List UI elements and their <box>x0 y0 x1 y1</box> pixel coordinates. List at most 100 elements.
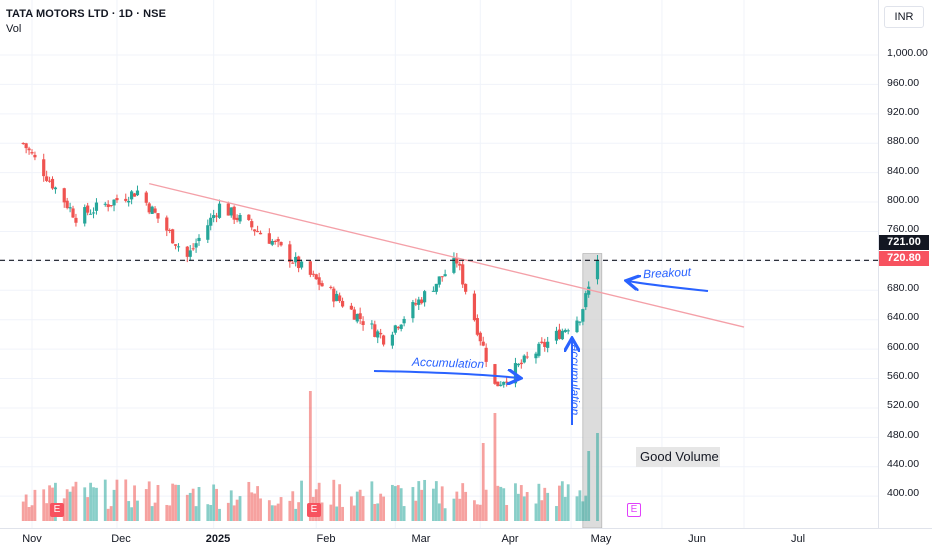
breakout-label: Breakout <box>642 264 692 282</box>
candle-body <box>314 274 318 280</box>
candle-body <box>226 203 230 216</box>
candle-body <box>390 334 394 346</box>
chart-area[interactable] <box>0 0 878 528</box>
volume-bar <box>144 489 148 521</box>
volume-bar <box>373 503 377 521</box>
volume-bar <box>197 487 201 521</box>
volume-bar <box>171 483 175 521</box>
volume-bar <box>414 500 418 521</box>
candle-body <box>308 261 312 275</box>
volume-bar <box>150 506 154 521</box>
volume-bar <box>390 484 394 521</box>
last-price-badge: 721.00 <box>879 235 929 250</box>
volume-bar <box>475 504 479 521</box>
volume-bar <box>294 508 298 521</box>
volume-bar <box>247 481 251 521</box>
candle-body <box>481 341 485 346</box>
volume-bar <box>226 502 230 521</box>
candle-body <box>209 217 213 226</box>
candle-body <box>68 207 72 209</box>
candle-body <box>53 187 58 190</box>
volume-bar <box>335 506 339 521</box>
volume-bar <box>259 498 262 521</box>
volume-bar <box>440 486 444 521</box>
candle-body <box>153 208 157 213</box>
volume-bar <box>24 494 28 521</box>
price-tick: 560.00 <box>887 370 920 382</box>
candle-body <box>235 217 239 220</box>
candle-body <box>437 276 441 285</box>
volume-bar <box>534 503 538 521</box>
candle-body <box>147 203 151 213</box>
candle-body <box>270 240 274 245</box>
candle-body <box>94 202 99 211</box>
candle-body <box>188 250 192 257</box>
volume-bar <box>86 497 90 521</box>
volume-bar <box>279 497 283 521</box>
volume-bar <box>300 480 303 521</box>
volume-bar <box>273 505 277 521</box>
volume-bar <box>235 499 239 521</box>
candle-body <box>493 364 497 384</box>
volume-bar <box>177 484 180 521</box>
volume-bar <box>522 496 526 521</box>
candle-body <box>156 213 160 219</box>
symbol-title[interactable]: TATA MOTORS LTD · 1D · NSE <box>6 8 167 20</box>
volume-bar <box>464 491 468 521</box>
candle-body <box>478 332 482 342</box>
volume-bar <box>103 479 107 521</box>
volume-bar <box>147 481 151 521</box>
candle-body <box>256 231 260 233</box>
candle-body <box>411 302 415 319</box>
volume-bar <box>83 487 87 521</box>
candle-body <box>393 325 397 333</box>
candle-body <box>311 273 315 275</box>
time-label: Mar <box>411 533 431 545</box>
candle-body <box>379 332 383 335</box>
volume-bar <box>68 491 72 521</box>
candle-body <box>352 309 356 320</box>
candle-body <box>332 288 336 302</box>
volume-bar <box>461 483 465 521</box>
volume-bar <box>355 491 359 521</box>
candle-body <box>543 342 547 347</box>
volume-bar <box>443 508 447 521</box>
candle-body <box>273 240 277 242</box>
volume-bar <box>188 492 192 521</box>
volume-bar <box>62 498 66 521</box>
candle-body <box>382 335 386 345</box>
earnings-icon[interactable]: E <box>627 503 641 517</box>
volume-bar <box>92 487 95 521</box>
candle-body <box>557 329 561 339</box>
volume-indicator-label[interactable]: Vol <box>6 23 22 35</box>
price-tick: 880.00 <box>887 135 920 147</box>
time-axis[interactable] <box>0 528 932 551</box>
volume-bar <box>136 500 139 521</box>
volume-bar <box>370 481 374 521</box>
volume-bar <box>502 488 506 521</box>
candle-body <box>566 330 570 332</box>
candle-body <box>519 362 523 365</box>
volume-bar <box>584 495 588 521</box>
price-chart[interactable] <box>0 0 878 528</box>
candle-body <box>361 321 365 325</box>
candle-body <box>537 343 541 356</box>
earnings-icon[interactable]: E <box>50 503 64 517</box>
candle-body <box>144 192 148 203</box>
volume-bar <box>185 494 189 521</box>
volume-bar <box>45 503 49 521</box>
candle-body <box>33 154 37 158</box>
candle-body <box>30 152 34 154</box>
candle-body <box>349 305 353 310</box>
earnings-icon[interactable]: E <box>307 503 321 517</box>
volume-bar <box>42 489 46 521</box>
volume-bar <box>206 504 210 521</box>
candle-body <box>171 229 175 244</box>
time-label: Dec <box>111 533 131 545</box>
currency-button[interactable]: INR <box>884 6 924 28</box>
volume-bar <box>596 433 599 521</box>
time-label: Jul <box>790 533 806 545</box>
candle-body <box>513 363 518 384</box>
accumulation-label: Accumulation <box>411 354 485 372</box>
candle-body <box>214 215 219 217</box>
